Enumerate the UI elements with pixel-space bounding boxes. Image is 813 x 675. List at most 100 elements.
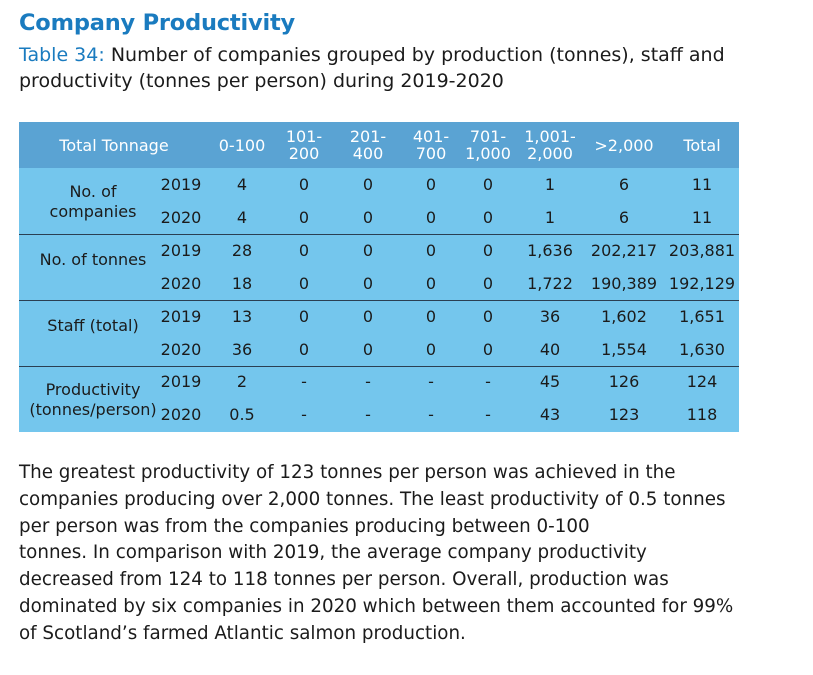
table-cell: 0 (482, 274, 494, 293)
paragraph-line: of Scotland’s farmed Atlantic salmon pro… (19, 622, 466, 644)
header-col-line: 400 (352, 144, 384, 163)
table-cell: 0 (362, 274, 374, 293)
header-col-line: 701- (469, 127, 507, 146)
table-caption-text: Number of companies grouped by productio… (19, 44, 725, 92)
paragraph-line: dominated by six companies in 2020 which… (19, 595, 734, 617)
table-cell: 0 (362, 307, 374, 326)
paragraph-line: per person was from the companies produc… (19, 515, 590, 537)
table-cell: 192,129 (668, 274, 736, 293)
header-col-0: 0-100 (212, 137, 272, 154)
table-cell: 190,389 (590, 274, 658, 293)
group-label-line: (tonnes/person) (29, 400, 157, 419)
table-cell: 1,722 (527, 274, 573, 293)
table-cell: 40 (539, 340, 561, 359)
table-cell: - (428, 372, 434, 391)
header-col-line: 1,001- (524, 127, 576, 146)
group-label-line: No. of tonnes (39, 250, 147, 269)
paragraph-line: companies producing over 2,000 tonnes. T… (19, 488, 726, 510)
table-cell: - (485, 372, 491, 391)
table-cell: 0 (362, 208, 374, 227)
year-cell: 2020 (160, 340, 202, 359)
table-cell: 4 (236, 175, 248, 194)
page-title: Company Productivity (19, 10, 295, 36)
header-col-line: 200 (288, 144, 320, 163)
table-cell: 43 (539, 405, 561, 424)
table-cell: 28 (231, 241, 253, 260)
table-cell: 0 (425, 241, 437, 260)
table-cell: 1,602 (601, 307, 647, 326)
header-col-6: >2,000 (584, 137, 664, 154)
table-cell: 0 (298, 307, 310, 326)
header-col-4: 701- 1,000 (460, 128, 516, 162)
table-cell: 1,554 (601, 340, 647, 359)
year-cell: 2019 (160, 175, 202, 194)
paragraph-line: The greatest productivity of 123 tonnes … (19, 462, 676, 483)
table-cell: - (485, 405, 491, 424)
header-col-7: Total (664, 137, 740, 154)
table-cell: 0 (425, 208, 437, 227)
table-cell: 118 (686, 405, 718, 424)
header-col-5: 1,001- 2,000 (518, 128, 582, 162)
table-cell: 1 (544, 208, 556, 227)
table-cell: 0 (362, 340, 374, 359)
table-cell: 13 (231, 307, 253, 326)
table-cell: 6 (618, 175, 630, 194)
table-cell: 0 (362, 175, 374, 194)
header-col-line: 700 (415, 144, 447, 163)
table-cell: 18 (231, 274, 253, 293)
table-cell: 124 (686, 372, 718, 391)
table-cell: 0.5 (229, 405, 255, 424)
header-col-line: >2,000 (594, 136, 654, 155)
table-cell: 0 (298, 208, 310, 227)
group-label-line: No. of (69, 182, 117, 201)
table-cell: 0 (482, 175, 494, 194)
table-cell: 36 (231, 340, 253, 359)
table-cell: 123 (608, 405, 640, 424)
header-col-line: 401- (412, 127, 450, 146)
year-cell: 2020 (160, 274, 202, 293)
paragraph-line: decreased from 124 to 118 tonnes per per… (19, 569, 669, 591)
table-cell: 6 (618, 208, 630, 227)
table-cell: 202,217 (590, 241, 658, 260)
group-label: Productivity (tonnes/person) (19, 380, 167, 420)
header-col-line: 101- (285, 127, 323, 146)
table-cell: - (365, 372, 371, 391)
table-cell: - (301, 372, 307, 391)
table-cell: 0 (298, 241, 310, 260)
header-col-line: 2,000 (527, 144, 573, 163)
table-cell: 0 (298, 274, 310, 293)
table-cell: 0 (482, 208, 494, 227)
productivity-table: Total Tonnage 0-100 101- 200 201- 400 401- 700… (19, 122, 739, 432)
group-label-line: Productivity (45, 380, 141, 399)
table-cell: 0 (425, 175, 437, 194)
header-col-line: 201- (349, 127, 387, 146)
group-divider (19, 366, 739, 367)
year-cell: 2019 (160, 372, 202, 391)
summary-paragraph: The greatest productivity of 123 tonnes … (19, 460, 794, 648)
group-label-line: companies (49, 202, 137, 221)
year-cell: 2020 (160, 405, 202, 424)
header-col-2: 201- 400 (340, 128, 396, 162)
table-cell: 11 (691, 175, 713, 194)
table-header (19, 122, 739, 168)
table-cell: 0 (298, 340, 310, 359)
group-label: Staff (total) (19, 316, 167, 336)
table-cell: 1 (544, 175, 556, 194)
header-col-line: 0-100 (218, 136, 266, 155)
paragraph-line: tonnes. In comparison with 2019, the ave… (19, 542, 647, 564)
header-col-line: Total (683, 136, 721, 155)
table-cell: 0 (482, 340, 494, 359)
year-cell: 2019 (160, 241, 202, 260)
table-cell: 1,651 (679, 307, 725, 326)
table-cell: - (365, 405, 371, 424)
table-cell: 1,630 (679, 340, 725, 359)
table-cell: 0 (362, 241, 374, 260)
year-cell: 2019 (160, 307, 202, 326)
table-cell: 2 (236, 372, 248, 391)
header-col-line: 1,000 (465, 144, 511, 163)
group-divider (19, 300, 739, 301)
table-caption: Table 34: Number of companies grouped by… (19, 42, 789, 94)
group-label: No. of companies (19, 182, 167, 222)
table-cell: 0 (482, 307, 494, 326)
group-label: No. of tonnes (19, 250, 167, 270)
